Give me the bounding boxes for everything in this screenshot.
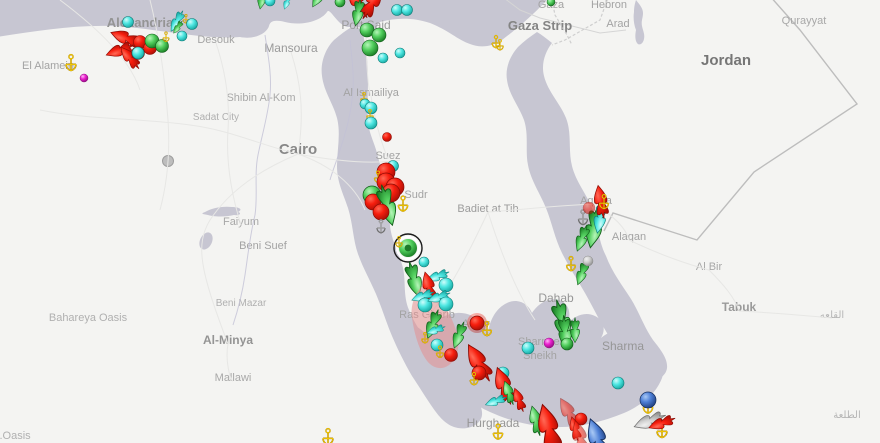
- svg-text:Arad: Arad: [606, 18, 629, 30]
- svg-text:Hebron: Hebron: [591, 0, 627, 11]
- svg-text:Sudr: Sudr: [404, 189, 428, 201]
- svg-text:الطلعة: الطلعة: [833, 410, 861, 421]
- svg-text:Mallawi: Mallawi: [215, 372, 252, 384]
- svg-text:Cairo: Cairo: [279, 141, 317, 158]
- svg-text:...Oasis: ...Oasis: [0, 430, 31, 442]
- svg-text:Shibin Al-Kom: Shibin Al-Kom: [226, 92, 295, 104]
- svg-text:Sharma: Sharma: [602, 339, 644, 353]
- svg-text:Bahareya Oasis: Bahareya Oasis: [49, 312, 128, 324]
- svg-text:Alexandria: Alexandria: [107, 15, 174, 30]
- svg-text:Beni Suef: Beni Suef: [239, 240, 288, 252]
- svg-text:Alaqan: Alaqan: [612, 231, 646, 243]
- svg-text:Dahab: Dahab: [538, 291, 574, 305]
- svg-text:Sadat City: Sadat City: [193, 112, 239, 123]
- svg-text:Qurayyat: Qurayyat: [782, 15, 827, 27]
- svg-text:القلعه: القلعه: [820, 310, 844, 321]
- svg-text:Hurghada: Hurghada: [467, 416, 520, 430]
- svg-text:Gaza Strip: Gaza Strip: [508, 18, 572, 33]
- svg-text:Jordan: Jordan: [701, 52, 751, 69]
- svg-text:Beni Mazar: Beni Mazar: [216, 298, 267, 309]
